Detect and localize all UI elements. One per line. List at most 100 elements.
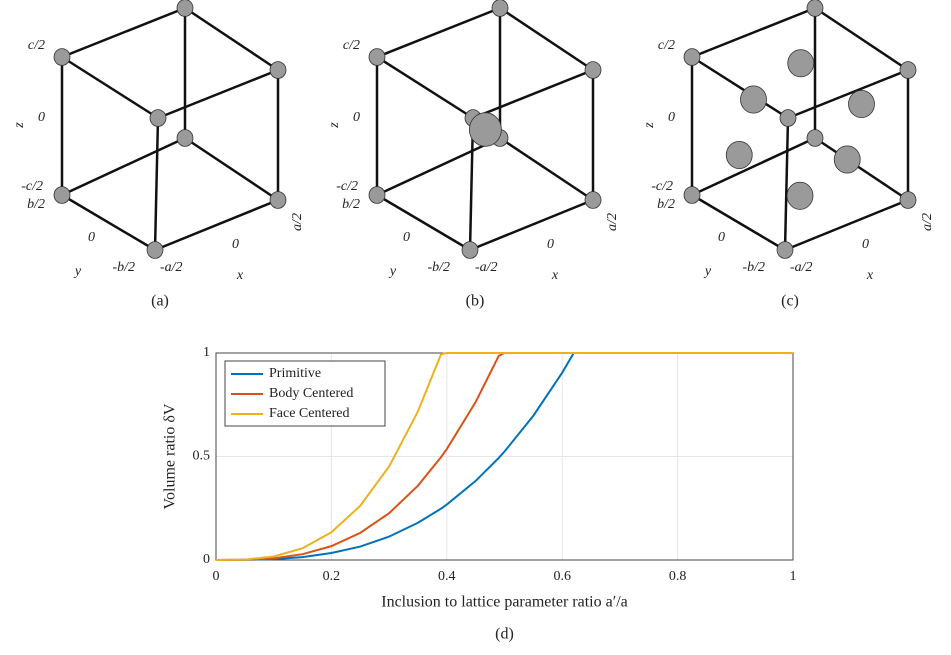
y-tick-label: 0 — [88, 230, 95, 245]
corner-inclusion — [683, 48, 701, 66]
z-tick-label: -c/2 — [21, 179, 43, 194]
y-tick-label: b/2 — [27, 197, 45, 212]
cube-edge — [376, 136, 501, 197]
cube-edge — [784, 198, 909, 252]
cube-edge — [157, 68, 279, 120]
cube-edge — [691, 55, 789, 120]
legend-label: Face Centered — [269, 406, 349, 421]
cube-panel: z c/2 0 -c/2 b/2 0 -b/2 y -a/2 0 a/2 x (c) — [642, 0, 935, 310]
panel-caption: (c) — [781, 293, 799, 310]
x-tick-label: 0 — [213, 569, 220, 584]
z-axis-label: z — [12, 122, 27, 129]
x-tick-label: 0 — [232, 237, 239, 252]
x-axis-label: Inclusion to lattice parameter ratio a′/… — [381, 594, 628, 611]
cube-edge — [691, 6, 816, 59]
y-tick-label: 0 — [403, 230, 410, 245]
cube-edge — [814, 6, 909, 72]
x-tick-label: 1 — [790, 569, 797, 584]
y-tick-label: 0.5 — [193, 449, 211, 464]
z-tick-label: 0 — [668, 110, 675, 125]
chart-caption: (d) — [495, 626, 514, 643]
y-tick-label: 0 — [718, 230, 725, 245]
face-inclusion — [725, 140, 753, 170]
corner-inclusion — [53, 48, 71, 66]
z-tick-label: -c/2 — [336, 179, 358, 194]
corner-inclusion — [899, 61, 917, 79]
corner-inclusion — [368, 48, 386, 66]
y-tick-label: b/2 — [657, 197, 675, 212]
corner-inclusion — [176, 0, 194, 17]
x-tick-label: 0 — [862, 237, 869, 252]
z-tick-label: c/2 — [343, 38, 360, 53]
corner-inclusion — [269, 61, 287, 79]
corner-inclusion — [491, 0, 509, 17]
x-tick-label: 0 — [547, 237, 554, 252]
corner-inclusion — [779, 109, 797, 127]
corner-inclusion — [269, 191, 287, 209]
cube-edge — [376, 6, 501, 59]
corner-inclusion — [53, 186, 71, 204]
x-tick-label: 0.8 — [669, 569, 687, 584]
corner-inclusion — [176, 129, 194, 147]
z-tick-label: c/2 — [28, 38, 45, 53]
y-tick-label: b/2 — [342, 197, 360, 212]
z-tick-label: 0 — [353, 110, 360, 125]
cube-edge — [499, 6, 594, 72]
x-axis-label: x — [236, 268, 244, 283]
corner-inclusion — [806, 129, 824, 147]
corner-inclusion — [149, 109, 167, 127]
legend-label: Body Centered — [269, 386, 353, 401]
y-axis-label: Volume ratio δV — [162, 403, 179, 509]
cube-edge — [783, 117, 790, 251]
cube-edge — [376, 55, 474, 120]
corner-inclusion — [776, 241, 794, 259]
cube-edge — [153, 117, 160, 251]
cube-edge — [814, 136, 909, 202]
panel-caption: (a) — [151, 293, 169, 310]
cube-edge — [499, 136, 594, 202]
y-tick-label: -b/2 — [427, 260, 450, 275]
cube-edge — [61, 193, 156, 252]
y-tick-label: -b/2 — [742, 260, 765, 275]
x-tick-label: 0.4 — [438, 569, 456, 584]
cube-edge — [376, 193, 471, 252]
x-tick-label: -a/2 — [790, 260, 813, 275]
cube-edge — [184, 136, 279, 202]
y-axis-label: y — [73, 264, 82, 279]
y-tick-label: 0 — [203, 552, 210, 567]
face-inclusion — [740, 85, 767, 114]
y-axis-label: y — [703, 264, 712, 279]
corner-inclusion — [146, 241, 164, 259]
corner-inclusion — [461, 241, 479, 259]
corner-inclusion — [683, 186, 701, 204]
x-tick-label: 0.6 — [553, 569, 571, 584]
cube-edge — [61, 6, 186, 59]
corner-inclusion — [899, 191, 917, 209]
cube-edge — [472, 68, 594, 120]
z-axis-label: z — [642, 122, 657, 129]
x-tick-label: 0.2 — [323, 569, 341, 584]
cube-edge — [691, 193, 786, 252]
z-tick-label: -c/2 — [651, 179, 673, 194]
x-tick-label: a/2 — [605, 213, 620, 231]
corner-inclusion — [806, 0, 824, 17]
cube-edge — [184, 6, 279, 72]
data-line — [215, 352, 793, 561]
cube-panel: z c/2 0 -c/2 b/2 0 -b/2 y -a/2 0 a/2 x (a) — [12, 0, 305, 310]
face-inclusion — [833, 145, 861, 174]
y-tick-label: 1 — [203, 345, 210, 360]
face-inclusion — [848, 89, 875, 119]
z-tick-label: 0 — [38, 110, 45, 125]
cube-edge — [469, 198, 594, 252]
x-tick-label: -a/2 — [160, 260, 183, 275]
x-axis-label: x — [866, 268, 874, 283]
center-inclusion — [468, 112, 502, 147]
cube-edge — [691, 136, 816, 197]
x-tick-label: a/2 — [920, 213, 935, 231]
corner-inclusion — [368, 186, 386, 204]
cube-panel: z c/2 0 -c/2 b/2 0 -b/2 y -a/2 0 a/2 x (b) — [327, 0, 620, 310]
x-tick-label: -a/2 — [475, 260, 498, 275]
x-axis-label: x — [551, 268, 559, 283]
corner-inclusion — [584, 61, 602, 79]
panel-caption: (b) — [466, 293, 485, 310]
